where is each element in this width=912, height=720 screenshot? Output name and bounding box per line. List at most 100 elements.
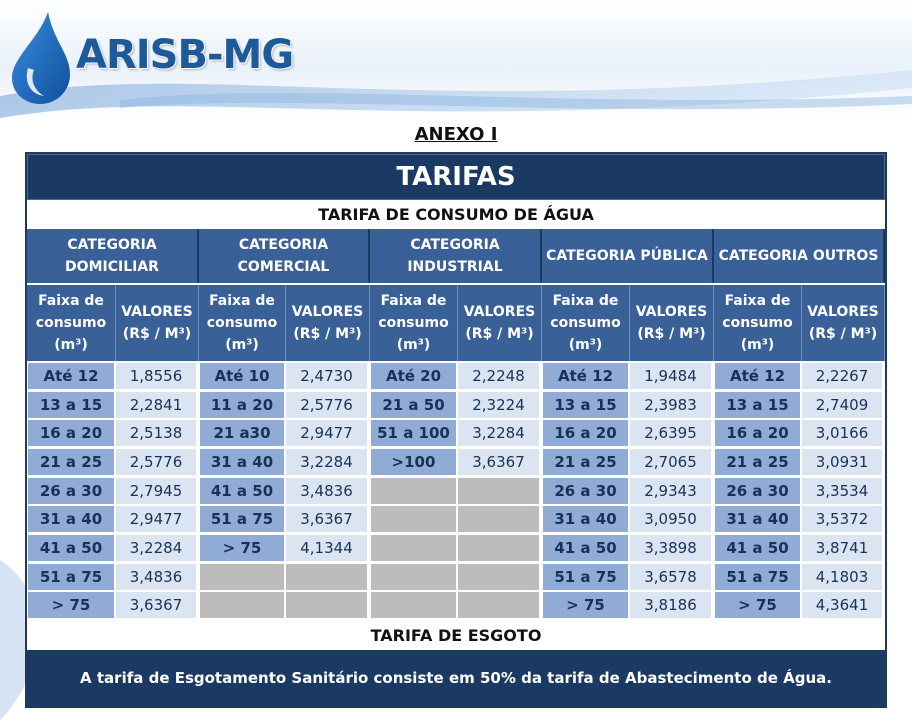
value-cell: 2,3983 <box>630 391 711 418</box>
category-line-2: INDUSTRIAL <box>407 259 503 275</box>
value-cell: 2,7409 <box>802 391 882 418</box>
value-cell: 3,6367 <box>116 592 196 619</box>
range-header-line-3: (m³) <box>740 337 775 353</box>
range-column-header: Faixa de consumo (m³) <box>370 285 458 361</box>
value-cell: 3,2284 <box>286 448 367 475</box>
range-cell: 51 a 75 <box>200 506 284 533</box>
category-header-comercial: CATEGORIA COMERCIAL <box>199 229 370 283</box>
category-line-1: CATEGORIA <box>67 237 157 253</box>
range-cell: 41 a 50 <box>28 534 114 561</box>
range-header-line-1: Faixa de <box>380 293 447 309</box>
range-cell: 16 a 20 <box>543 420 628 447</box>
main-title: TARIFAS <box>27 154 885 200</box>
range-cell: 41 a 50 <box>200 477 284 504</box>
value-cell: 2,7065 <box>630 448 711 475</box>
category-line-2: DOMICILIAR <box>65 259 159 275</box>
water-section-title: TARIFA DE CONSUMO DE ÁGUA <box>318 205 594 224</box>
value-cell: 2,5776 <box>116 448 196 475</box>
empty-cell <box>371 563 456 590</box>
header-logo-area: ARISB-MG <box>0 0 912 122</box>
value-cell: 2,7945 <box>116 477 196 504</box>
value-cell: 2,2248 <box>458 363 539 389</box>
value-cell: 3,0166 <box>802 420 882 447</box>
range-cell: 31 a 40 <box>28 506 114 533</box>
empty-cell <box>458 477 539 504</box>
value-cell: 2,6395 <box>630 420 711 447</box>
range-cell: 51 a 75 <box>543 563 628 590</box>
value-cell: 3,0950 <box>630 506 711 533</box>
empty-cell <box>286 563 367 590</box>
range-column-header: Faixa de consumo (m³) <box>27 285 116 361</box>
value-column-header: VALORES (R$ / M³) <box>458 285 542 361</box>
value-header-line-2: (R$ / M³) <box>465 326 534 342</box>
range-cell: Até 12 <box>715 363 800 389</box>
range-header-line-1: Faixa de <box>209 293 275 309</box>
value-cell: 3,5372 <box>802 506 882 533</box>
range-header-line-2: consumo <box>206 315 278 331</box>
empty-cell <box>371 506 456 533</box>
range-cell: 41 a 50 <box>543 534 628 561</box>
value-column-header: VALORES (R$ / M³) <box>116 285 199 361</box>
value-cell: 2,2841 <box>116 391 196 418</box>
empty-cell <box>371 534 456 561</box>
range-header-line-1: Faixa de <box>724 293 791 309</box>
empty-cell <box>458 563 539 590</box>
range-cell: 26 a 30 <box>715 477 800 504</box>
range-cell: 16 a 20 <box>715 420 800 447</box>
range-header-line-2: consumo <box>722 315 793 331</box>
range-header-line-3: (m³) <box>225 337 259 353</box>
empty-cell <box>371 477 456 504</box>
range-cell: 51 a 75 <box>715 563 800 590</box>
value-cell: 3,6367 <box>286 506 367 533</box>
range-header-line-3: (m³) <box>54 337 88 353</box>
value-header-line-1: VALORES <box>463 304 536 320</box>
category-line-2: COMERCIAL <box>237 259 330 275</box>
value-cell: 3,2284 <box>116 534 196 561</box>
range-column-header: Faixa de consumo (m³) <box>199 285 286 361</box>
range-column-header: Faixa de consumo (m³) <box>714 285 802 361</box>
range-cell: > 75 <box>28 592 114 619</box>
category-line-1: CATEGORIA <box>238 237 329 253</box>
range-cell: 51 a 100 <box>371 420 456 447</box>
range-cell: 21 a30 <box>200 420 284 447</box>
range-cell: 31 a 40 <box>543 506 628 533</box>
range-header-line-3: (m³) <box>568 337 603 353</box>
range-header-line-2: consumo <box>550 315 621 331</box>
range-column-header: Faixa de consumo (m³) <box>542 285 630 361</box>
range-cell: 13 a 15 <box>28 391 114 418</box>
value-cell: 4,3641 <box>802 592 882 619</box>
value-header-line-1: VALORES <box>807 304 879 320</box>
value-cell: 3,8741 <box>802 534 882 561</box>
range-cell: 11 a 20 <box>200 391 284 418</box>
category-line-1: CATEGORIA PÚBLICA <box>546 248 708 264</box>
range-cell: 21 a 50 <box>371 391 456 418</box>
value-cell: 2,3224 <box>458 391 539 418</box>
value-header-line-2: (R$ / M³) <box>637 326 706 342</box>
value-cell: 2,4730 <box>286 363 367 389</box>
value-column-header: VALORES (R$ / M³) <box>630 285 714 361</box>
range-header-line-2: consumo <box>378 315 449 331</box>
range-cell: 41 a 50 <box>715 534 800 561</box>
value-header-line-2: (R$ / M³) <box>808 326 878 342</box>
empty-cell <box>200 563 284 590</box>
value-header-line-1: VALORES <box>291 304 364 320</box>
value-cell: 2,9477 <box>286 420 367 447</box>
range-cell: 16 a 20 <box>28 420 114 447</box>
logo-text: ARISB-MG <box>76 32 294 78</box>
water-drop-logo-icon <box>12 12 70 104</box>
range-cell: 31 a 40 <box>715 506 800 533</box>
range-cell: 31 a 40 <box>200 448 284 475</box>
range-cell: 13 a 15 <box>543 391 628 418</box>
sewage-description: A tarifa de Esgotamento Sanitário consis… <box>27 650 885 706</box>
value-cell: 3,4836 <box>286 477 367 504</box>
range-cell: Até 12 <box>543 363 628 389</box>
value-cell: 3,0931 <box>802 448 882 475</box>
value-column-header: VALORES (R$ / M³) <box>286 285 370 361</box>
range-cell: 21 a 25 <box>543 448 628 475</box>
value-cell: 4,1803 <box>802 563 882 590</box>
range-header-line-1: Faixa de <box>38 293 104 309</box>
empty-cell <box>458 506 539 533</box>
value-header-line-2: (R$ / M³) <box>293 326 362 342</box>
range-cell: > 75 <box>543 592 628 619</box>
annex-title: ANEXO I <box>414 124 498 145</box>
